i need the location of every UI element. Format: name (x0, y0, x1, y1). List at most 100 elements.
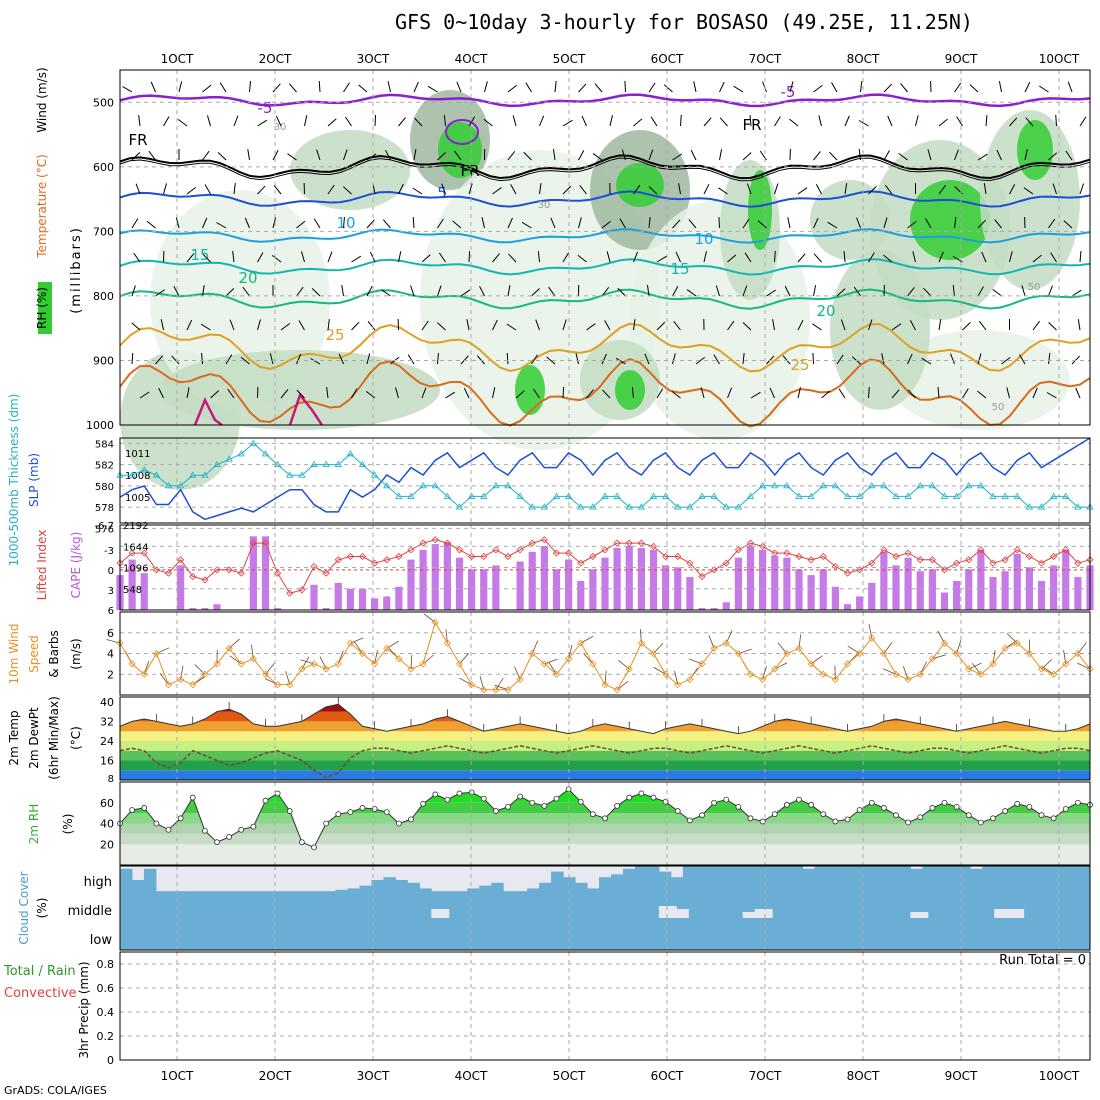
wind-barb (155, 289, 165, 297)
wind10-marker (431, 618, 439, 626)
cloud-mid-bar (515, 894, 528, 950)
cloud-high-bar (551, 871, 564, 894)
cloud-high-bar (120, 868, 133, 894)
wind-barb (296, 220, 306, 229)
lifted-marker (152, 566, 160, 574)
x-tick-label-bottom: 10OCT (1039, 1069, 1080, 1083)
wind-barb (912, 251, 916, 263)
lifted-marker (674, 552, 682, 561)
cloud-mid-bar (790, 894, 804, 950)
wind-barb (562, 386, 565, 399)
cape-bar (759, 549, 767, 610)
wind-barb (797, 319, 804, 331)
cape-bar (771, 555, 779, 610)
lifted-marker (1037, 559, 1046, 567)
wind-barb (460, 289, 471, 297)
rh-marker (274, 790, 281, 797)
wind-barb (244, 217, 250, 229)
temp-band (120, 731, 1090, 741)
cloud-high-bar (1066, 866, 1079, 894)
wind-barb (797, 387, 801, 399)
temp-band (120, 760, 1090, 771)
thickness-marker (480, 492, 488, 499)
y-axis-label-barbs: & Barbs (47, 630, 61, 678)
wind10-marker (468, 681, 476, 689)
rh-shading (748, 170, 772, 250)
wind-barb (575, 353, 579, 365)
rh-marker (505, 804, 511, 810)
wind-barb (398, 117, 406, 127)
lifted-marker (662, 552, 670, 561)
thickness-marker (965, 482, 973, 489)
wind-barb (703, 117, 712, 127)
wind-barb (155, 355, 164, 365)
y-tick-label: 576 (95, 524, 114, 535)
wind-barb (604, 320, 611, 331)
wind-barb (624, 80, 626, 93)
lifted-marker (358, 552, 367, 561)
cloud-high-bar (622, 868, 636, 894)
cape-bar (1074, 577, 1082, 610)
wind-barb (577, 254, 587, 263)
y-axis-label-rh-units: (%) (61, 814, 75, 835)
thickness-marker (734, 503, 743, 510)
y-axis-label-cloud-units: (%) (35, 898, 49, 919)
rh-marker (541, 802, 548, 809)
wind-barb (233, 115, 239, 127)
wind-barb (727, 254, 737, 263)
y-tick-label-right: 1008 (125, 471, 150, 482)
wind-barb (887, 115, 893, 127)
y-axis-label-minmax: (6hr Min/Max) (47, 696, 61, 780)
cloud-high-bar (754, 866, 768, 894)
wind-barb (437, 285, 442, 297)
rh-marker (201, 827, 208, 834)
cape-bar (419, 549, 427, 610)
cape-bar (686, 577, 694, 610)
thickness-marker (528, 503, 536, 510)
wind10-marker (443, 639, 451, 647)
wind-barb (609, 115, 613, 127)
wind-barb (438, 252, 446, 263)
wind10-marker (528, 649, 536, 658)
wind-barb (1024, 81, 1031, 93)
wind-barb (327, 118, 337, 127)
y-tick-label: 580 (95, 482, 114, 493)
rh-marker (626, 794, 633, 801)
wind-barb (343, 82, 350, 93)
wind-barb (343, 149, 348, 161)
wind-barb (954, 217, 957, 229)
cloud-high-bar (742, 866, 756, 894)
wind-barb (546, 356, 556, 365)
cape-bar (492, 565, 500, 610)
wind-barb (296, 389, 305, 399)
rh-band (120, 823, 1090, 834)
wind-barb (344, 116, 352, 127)
wind-barb (407, 354, 415, 365)
wind-barb (840, 319, 846, 331)
y-tick-label: 24 (100, 735, 114, 748)
lifted-marker (1074, 559, 1082, 567)
x-tick-label-bottom: 8OCT (847, 1069, 880, 1083)
lifted-marker (746, 539, 755, 547)
cape-bar (346, 588, 354, 610)
cloud-mid-bar (311, 894, 325, 950)
wind-barb (898, 152, 908, 161)
wind-barb (463, 387, 470, 399)
contour-label: 10 (694, 230, 713, 248)
cloud-high-bar (814, 866, 828, 894)
wind-barb (304, 115, 308, 127)
cloud-high-bar (1018, 866, 1031, 894)
wind-barb (615, 357, 626, 365)
wind-barb (216, 222, 227, 229)
y-tick-label-right: 1005 (125, 493, 150, 504)
cloud-mid-bar (503, 894, 516, 950)
wind10-frame (119, 611, 1091, 696)
wind-barb (1048, 152, 1058, 161)
rh-marker (880, 805, 887, 811)
cape-bar (892, 565, 900, 610)
wind-barb (148, 150, 156, 161)
rh-marker (311, 844, 317, 851)
wind10-marker (759, 675, 767, 684)
cloud-high-bar (898, 866, 911, 894)
contour-label: 50 (992, 402, 1005, 413)
